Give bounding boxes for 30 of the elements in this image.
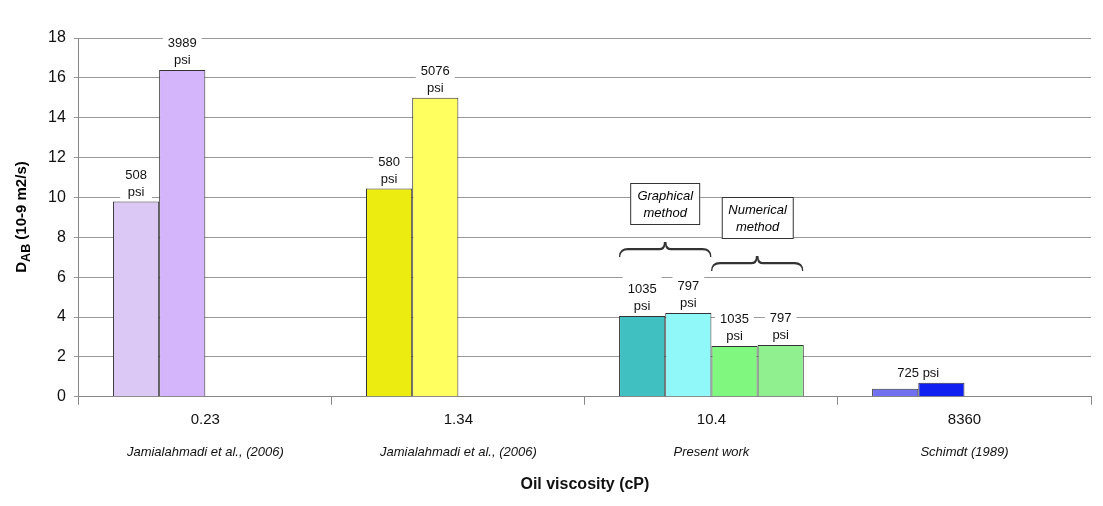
text: Jamialahmadi et al., (2006) xyxy=(378,444,537,460)
x-tick-label: 0.23 xyxy=(190,409,220,427)
y-tick-label: 12 xyxy=(48,148,66,166)
y-tick-label: 0 xyxy=(56,387,66,405)
y-tick-label: 6 xyxy=(56,267,66,285)
annotation: 3989 psi xyxy=(167,34,197,67)
y-tick-label: 14 xyxy=(48,108,66,126)
text: Schimdt (1989) xyxy=(920,444,1009,460)
annotation: 797 psi xyxy=(677,278,700,311)
y-tick-label: 2 xyxy=(56,347,66,365)
annotation: Graphical method xyxy=(630,183,701,226)
text: Jamialahmadi et al., (2006) xyxy=(125,444,284,460)
y-tick-label: 10 xyxy=(48,187,66,205)
annotation: 580 psi xyxy=(378,153,400,186)
x-tick-label: 8360 xyxy=(947,409,982,427)
annotation: 725 psi xyxy=(897,364,940,380)
text: Present work xyxy=(673,444,751,460)
annotation: 508 psi xyxy=(125,166,147,199)
y-tick-label: 4 xyxy=(56,307,66,325)
y-tick-label: 16 xyxy=(48,68,66,86)
annotation: 1035 psi xyxy=(627,281,657,314)
annotation: 797 psi xyxy=(769,310,792,343)
annotation: 1035 psi xyxy=(720,311,749,344)
x-tick-label: 1.34 xyxy=(443,409,473,427)
x-tick-label: 10.4 xyxy=(696,409,727,427)
x-axis-title: Oil viscosity (cP) xyxy=(520,474,650,492)
annotation: Numerical method xyxy=(721,197,794,240)
y-tick-label: 18 xyxy=(48,28,66,46)
annotation: 5076 psi xyxy=(420,62,450,95)
y-tick-label: 8 xyxy=(56,227,66,245)
